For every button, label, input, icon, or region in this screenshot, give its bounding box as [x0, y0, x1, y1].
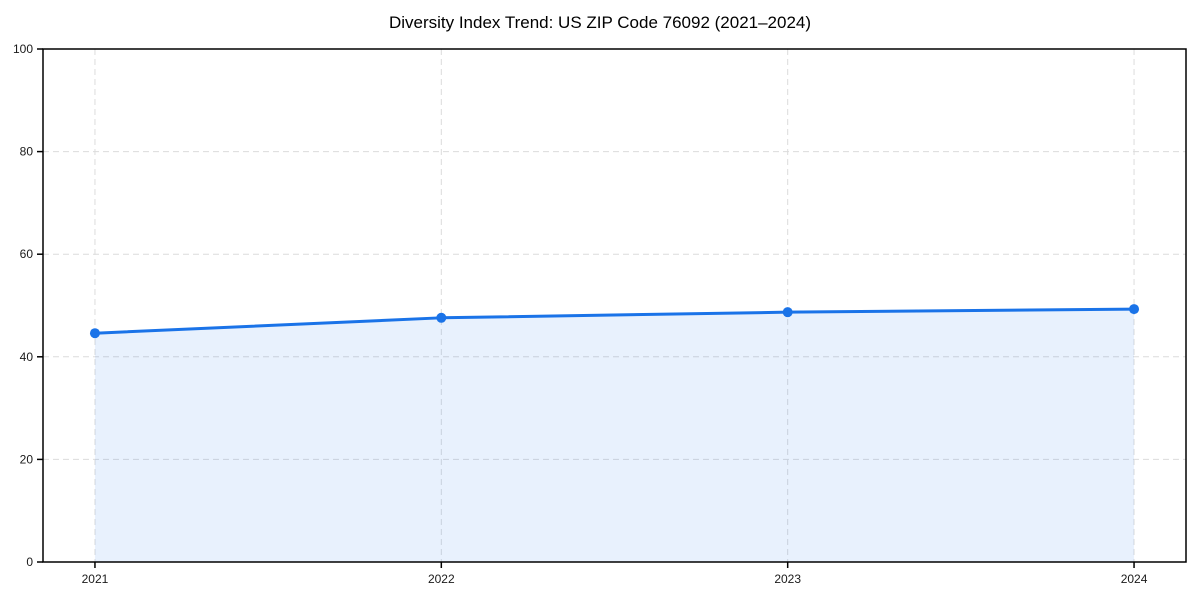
x-tick-label-2024: 2024 — [1121, 572, 1148, 586]
data-point-2021 — [89, 328, 100, 339]
y-tick-label-60: 60 — [20, 247, 34, 261]
x-tick-label-2023: 2023 — [774, 572, 801, 586]
data-point-2023 — [782, 307, 793, 318]
data-point-2022 — [436, 312, 447, 323]
area-fill — [94, 309, 1135, 562]
x-tick-label-2021: 2021 — [82, 572, 109, 586]
y-tick-label-20: 20 — [20, 452, 34, 466]
x-tick-label-2022: 2022 — [428, 572, 455, 586]
y-tick-label-0: 0 — [26, 555, 33, 569]
y-tick-label-40: 40 — [20, 350, 34, 364]
plot-border — [42, 48, 1187, 563]
y-tick-label-80: 80 — [20, 145, 34, 159]
data-point-2024 — [1129, 304, 1140, 315]
chart-title: Diversity Index Trend: US ZIP Code 76092… — [388, 13, 812, 32]
y-tick-label-100: 100 — [13, 42, 33, 56]
trend-line — [93, 307, 1136, 335]
